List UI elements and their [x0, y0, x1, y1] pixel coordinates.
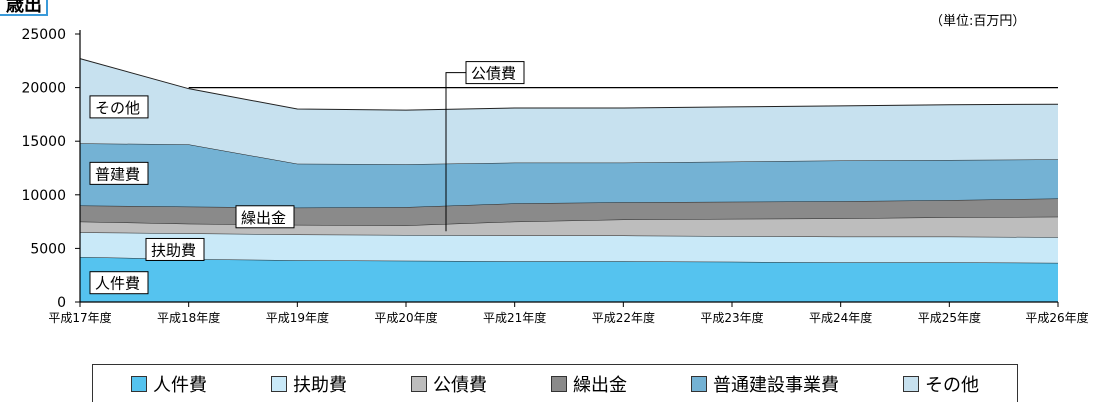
- y-tick-label-2: 10000: [21, 188, 66, 204]
- svg-text:人件費: 人件費: [95, 275, 140, 293]
- y-tick-label-1: 5000: [30, 241, 66, 257]
- boundary-series-5: [79, 58, 1059, 111]
- x-tick-label-0: 平成17年度: [48, 310, 111, 325]
- legend-swatch-construction: [691, 375, 707, 392]
- legend-swatch-personnel: [131, 375, 147, 392]
- legend-label-transfer: 繰出金: [573, 374, 627, 396]
- legend-item-debt: 公債費: [411, 371, 487, 397]
- area-label-construction: 普建費: [89, 161, 149, 185]
- svg-text:繰出金: 繰出金: [241, 209, 286, 227]
- legend-label-other: その他: [925, 374, 979, 396]
- x-tick-label-9: 平成26年度: [1025, 310, 1088, 325]
- unit-label: （単位:百万円）: [930, 14, 1026, 29]
- legend-item-construction: 普通建設事業費: [691, 371, 839, 397]
- x-tick-label-2: 平成19年度: [266, 310, 329, 325]
- chart-title-tab: 歳出: [0, 0, 48, 16]
- legend-swatch-other: [903, 375, 919, 392]
- y-tick-label-0: 0: [57, 295, 66, 311]
- x-tick-label-3: 平成20年度: [374, 310, 437, 325]
- area-series-5: [80, 58, 1058, 165]
- x-tick-label-6: 平成23年度: [700, 310, 763, 325]
- legend-item-assistance: 扶助費: [271, 371, 347, 397]
- x-tick-label-4: 平成21年度: [483, 310, 546, 325]
- legend-swatch-debt: [411, 375, 427, 392]
- legend-item-other: その他: [903, 371, 979, 397]
- svg-text:扶助費: 扶助費: [151, 241, 196, 259]
- x-tick-label-1: 平成18年度: [157, 310, 220, 325]
- callout-leader-line: [445, 72, 466, 232]
- stacked-area-chart: 0 5000 10000 15000 20000 25000 平成17年度 平成18年度 平成1…: [21, 27, 1088, 325]
- area-series-0: [80, 256, 1058, 302]
- area-label-personnel: 人件費: [89, 271, 149, 295]
- legend-label-personnel: 人件費: [153, 374, 207, 396]
- area-series-4: [80, 143, 1058, 208]
- area-label-transfer: 繰出金: [235, 205, 295, 229]
- legend-item-personnel: 人件費: [131, 371, 207, 397]
- area-series-1: [80, 232, 1058, 263]
- legend-swatch-transfer: [551, 375, 567, 392]
- legend-label-construction: 普通建設事業費: [713, 374, 839, 396]
- legend-item-transfer: 繰出金: [551, 371, 627, 397]
- x-tick-label-5: 平成22年度: [592, 310, 655, 325]
- legend-label-assistance: 扶助費: [293, 374, 347, 396]
- y-tick-label-4: 20000: [21, 81, 66, 97]
- area-series-3: [80, 198, 1058, 226]
- callout-label-debt: 公債費: [465, 61, 525, 85]
- y-tick-label-3: 15000: [21, 134, 66, 150]
- legend-label-debt: 公債費: [433, 374, 487, 396]
- area-label-other: その他: [89, 95, 149, 119]
- x-tick-label-8: 平成25年度: [918, 310, 981, 325]
- y-tick-label-5: 25000: [21, 27, 66, 43]
- area-label-assistance: 扶助費: [145, 237, 205, 261]
- svg-text:普建費: 普建費: [95, 165, 140, 183]
- x-tick-label-7: 平成24年度: [809, 310, 872, 325]
- area-series-2: [80, 216, 1058, 238]
- svg-text:公債費: 公債費: [471, 65, 516, 83]
- legend: 人件費 扶助費 公債費 繰出金 普通建設事業費 その他: [92, 364, 1018, 402]
- svg-text:その他: その他: [95, 99, 140, 117]
- legend-swatch-assistance: [271, 375, 287, 392]
